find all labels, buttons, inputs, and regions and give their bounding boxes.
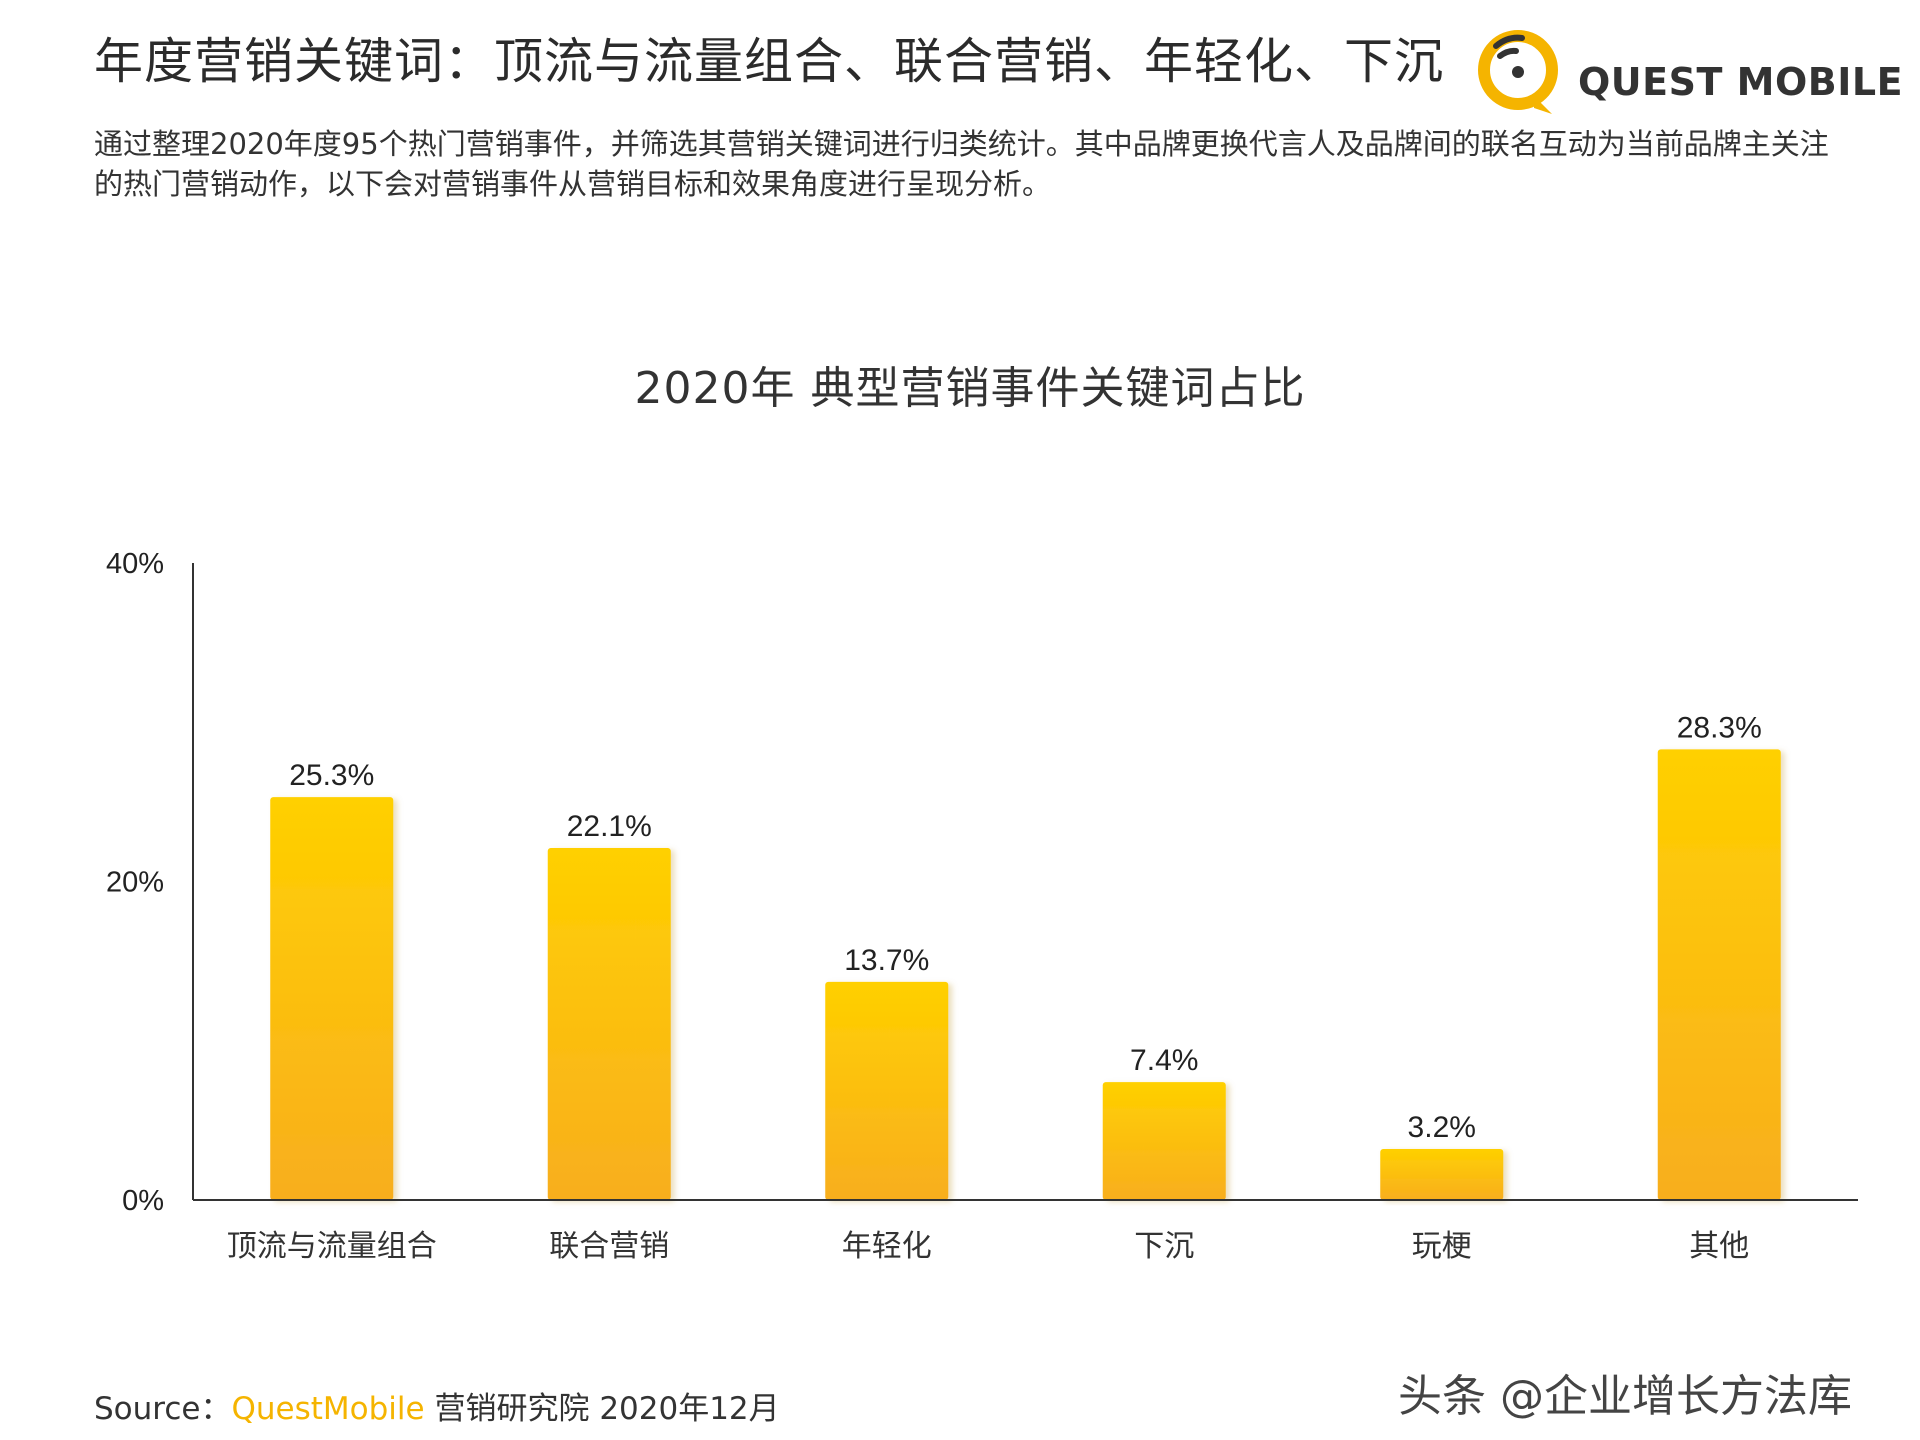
logo-text: QUEST MOBILE bbox=[1578, 60, 1904, 104]
bar bbox=[270, 797, 394, 1200]
source-label: Source： bbox=[94, 1391, 232, 1427]
bar-value-label: 13.7% bbox=[844, 944, 929, 977]
bar-value-label: 22.1% bbox=[567, 810, 652, 843]
y-tick-label: 40% bbox=[106, 548, 164, 580]
category-label: 玩梗 bbox=[1412, 1229, 1472, 1264]
bar bbox=[825, 981, 949, 1200]
category-label: 年轻化 bbox=[842, 1229, 932, 1264]
bar-value-label: 25.3% bbox=[289, 759, 374, 792]
bar bbox=[1102, 1082, 1226, 1200]
category-label: 下沉 bbox=[1134, 1229, 1194, 1264]
source-detail: 营销研究院 2020年12月 bbox=[424, 1391, 780, 1427]
chart-title: 2020年 典型营销事件关键词占比 bbox=[634, 363, 1306, 414]
bar-value-label: 28.3% bbox=[1677, 711, 1762, 744]
watermark: 头条 @企业增长方法库 bbox=[1398, 1371, 1852, 1422]
logo-mark-icon bbox=[1478, 30, 1558, 114]
bar-value-label: 3.2% bbox=[1408, 1111, 1476, 1144]
bar bbox=[1657, 749, 1781, 1200]
bar bbox=[1380, 1149, 1504, 1200]
bar-value-label: 7.4% bbox=[1130, 1044, 1198, 1077]
source-brand: QuestMobile bbox=[231, 1391, 425, 1427]
category-label: 联合营销 bbox=[549, 1229, 669, 1264]
questmobile-logo: QUEST MOBILE bbox=[1468, 24, 1903, 124]
page-title: 年度营销关键词：顶流与流量组合、联合营销、年轻化、下沉 bbox=[94, 33, 1445, 90]
category-label: 其他 bbox=[1689, 1229, 1749, 1264]
category-label: 顶流与流量组合 bbox=[227, 1229, 437, 1264]
intro-paragraph: 通过整理2020年度95个热门营销事件，并筛选其营销关键词进行归类统计。其中品牌… bbox=[94, 127, 1829, 201]
y-tick-label: 20% bbox=[106, 867, 164, 899]
source-note: Source：QuestMobile 营销研究院 2020年12月 bbox=[94, 1383, 780, 1428]
y-tick-label: 0% bbox=[122, 1185, 164, 1217]
bar bbox=[547, 848, 671, 1200]
